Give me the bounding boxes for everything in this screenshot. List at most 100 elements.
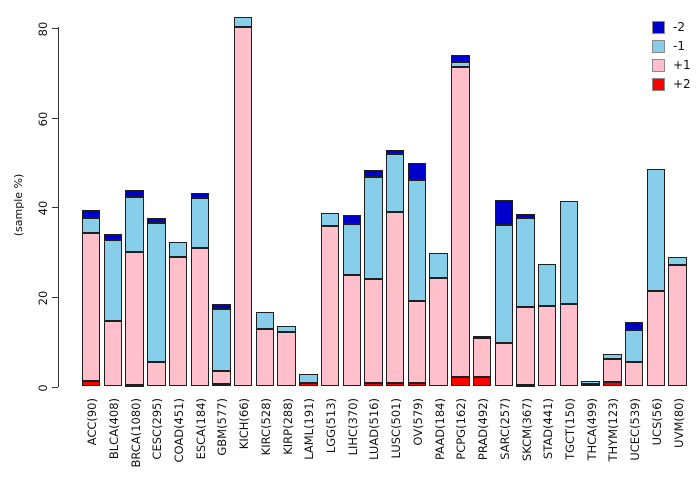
bar-segment-plus1 xyxy=(168,257,188,387)
bar-segment-minus1 xyxy=(364,176,383,280)
bar-segment-minus1 xyxy=(559,200,579,305)
bar-segment-minus1 xyxy=(103,240,123,321)
x-axis-label: THCA(499) xyxy=(584,398,599,461)
bar-segment-minus1 xyxy=(581,381,600,384)
bar-segment-minus2 xyxy=(147,218,166,224)
x-axis-label: PAAD(184) xyxy=(432,398,447,461)
x-axis-label: GBM(577) xyxy=(215,398,230,456)
bar-segment-minus1 xyxy=(255,312,275,329)
bar-segment-plus2 xyxy=(472,376,492,387)
bar-segment-plus2 xyxy=(386,382,405,387)
x-axis-label: LUAD(516) xyxy=(367,398,382,460)
bar-segment-plus2 xyxy=(516,385,535,388)
bar-segment-minus1 xyxy=(646,169,665,292)
bar-segment-minus2 xyxy=(342,215,361,224)
legend-swatch-icon xyxy=(652,39,665,53)
bar-segment-minus2 xyxy=(364,170,383,177)
bar-segment-plus1 xyxy=(451,66,470,377)
legend-swatch-icon xyxy=(652,77,665,91)
x-axis-label: LIHC(370) xyxy=(345,398,360,456)
bar-segment-plus1 xyxy=(190,248,209,387)
bar-segment-minus2 xyxy=(386,150,405,155)
legend-label: +1 xyxy=(673,58,691,72)
x-axis-label: ACC(90) xyxy=(85,398,100,446)
y-tick xyxy=(52,117,58,119)
bar-segment-minus2 xyxy=(190,192,209,199)
legend-label: +2 xyxy=(673,77,691,91)
bar-segment-plus1 xyxy=(429,278,448,387)
bar-segment-minus1 xyxy=(386,154,405,213)
x-axis-label: UCEC(539) xyxy=(628,398,643,461)
legend-label: -1 xyxy=(673,39,685,53)
bar-segment-minus2 xyxy=(212,304,231,310)
bar-segment-plus1 xyxy=(581,383,600,387)
x-axis-label: OV(579) xyxy=(410,398,425,446)
bar-segment-minus1 xyxy=(320,212,340,226)
bar-segment-plus2 xyxy=(364,383,383,387)
bar-segment-minus1 xyxy=(494,225,513,344)
bar-segment-minus2 xyxy=(82,210,101,218)
bar-segment-minus1 xyxy=(147,223,166,362)
bar-segment-minus2 xyxy=(624,321,644,331)
bar-segment-minus2 xyxy=(494,200,513,226)
bar-segment-plus2 xyxy=(407,382,427,387)
bar-segment-plus1 xyxy=(255,328,275,387)
bar-segment-plus1 xyxy=(342,274,361,387)
bar-segment-plus1 xyxy=(472,337,492,377)
bar-segment-minus1 xyxy=(538,264,557,306)
bar-segment-plus1 xyxy=(125,252,144,386)
legend-item: +2 xyxy=(652,77,691,91)
bar-segment-plus1 xyxy=(603,359,622,382)
y-tick xyxy=(52,386,58,388)
bar-segment-plus1 xyxy=(494,343,513,387)
bar-segment-plus1 xyxy=(559,304,579,387)
y-tick-label: 40 xyxy=(36,200,50,216)
bar-segment-minus1 xyxy=(234,16,253,27)
bar-segment-plus1 xyxy=(386,212,405,383)
bar-segment-plus1 xyxy=(103,320,123,387)
bar-segment-minus1 xyxy=(299,373,318,384)
x-axis-label: BLCA(408) xyxy=(106,398,121,460)
legend: -2 -1 +1 +2 xyxy=(652,20,691,96)
x-axis-label: UCS(56) xyxy=(649,398,664,446)
bar-segment-plus1 xyxy=(147,361,166,387)
bar-segment-plus2 xyxy=(212,384,231,387)
x-axis-label: LUSC(501) xyxy=(389,398,404,459)
x-axis-label: STAD(441) xyxy=(541,398,556,460)
x-axis-label: KICH(66) xyxy=(237,398,252,450)
x-axis-label: ESCA(184) xyxy=(193,398,208,460)
bar-segment-minus1 xyxy=(277,326,296,333)
bar-segment-minus1 xyxy=(82,218,101,233)
bar-segment-minus1 xyxy=(451,62,470,67)
x-axis-label: COAD(451) xyxy=(172,398,187,463)
bar-segment-minus1 xyxy=(624,330,644,362)
bar-segment-minus1 xyxy=(603,354,622,360)
bar-segment-plus1 xyxy=(364,279,383,384)
y-tick-label: 60 xyxy=(36,111,50,126)
y-tick xyxy=(52,28,58,30)
bar-segment-plus2 xyxy=(299,383,318,387)
bar-segment-plus2 xyxy=(603,381,622,387)
bar-segment-minus2 xyxy=(125,189,144,197)
bar-segment-plus1 xyxy=(212,371,231,385)
bar-segment-minus1 xyxy=(668,257,687,266)
bar-segment-plus1 xyxy=(624,361,644,387)
x-axis-label: PRAD(492) xyxy=(476,398,491,461)
bar-segment-minus1 xyxy=(342,223,361,275)
legend-item: +1 xyxy=(652,58,691,72)
y-axis-title: (sample %) xyxy=(12,173,25,237)
bar-segment-minus1 xyxy=(407,179,427,301)
x-axis-label: SKCM(367) xyxy=(519,398,534,462)
bar-segment-plus1 xyxy=(234,26,253,387)
x-axis-label: BRCA(1080) xyxy=(128,398,143,468)
bar-segment-plus1 xyxy=(82,232,101,382)
y-tick-label: 0 xyxy=(36,383,50,392)
y-tick xyxy=(52,207,58,209)
y-tick xyxy=(52,296,58,298)
x-axis-label: KIRP(288) xyxy=(280,398,295,455)
bar-segment-plus2 xyxy=(82,381,101,387)
bar-segment-minus1 xyxy=(190,198,209,249)
x-axis-label: LAML(191) xyxy=(302,398,317,460)
y-axis-line xyxy=(58,27,59,388)
